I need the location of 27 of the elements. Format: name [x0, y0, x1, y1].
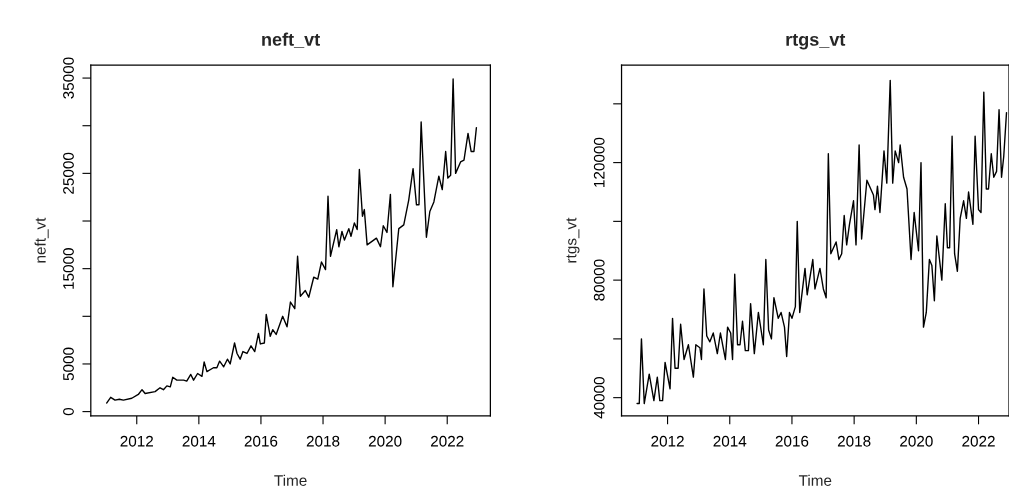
y-axis-title: rtgs_vt [566, 217, 580, 263]
x-tick-label: 2022 [431, 435, 464, 447]
x-tick-label: 2012 [651, 435, 684, 447]
x-axis-title: Time [798, 474, 832, 486]
x-tick-label: 2012 [120, 435, 153, 447]
y-axis-title: neft_vt [34, 217, 49, 263]
x-tick-label: 2020 [368, 435, 402, 447]
chart-title: rtgs_vt [786, 33, 846, 50]
x-tick-label: 2022 [962, 435, 995, 447]
chart-title: neft_vt [262, 32, 320, 48]
y-tick-label: 80000 [593, 259, 605, 301]
y-tick-label: 40000 [593, 377, 605, 419]
x-tick-label: 2014 [182, 435, 216, 447]
x-tick-label: 2016 [244, 435, 278, 447]
y-tick-label: 5000 [63, 347, 74, 381]
y-tick-label: 25000 [63, 152, 74, 194]
line-series [105, 78, 478, 404]
y-tick-label: 120000 [593, 137, 605, 187]
x-axis-title: Time [274, 474, 307, 486]
y-tick-label: 15000 [63, 248, 74, 289]
x-tick-label: 2014 [713, 435, 747, 447]
x-tick-label: 2018 [837, 435, 871, 447]
y-tick-label: 0 [63, 407, 74, 416]
x-tick-label: 2020 [900, 435, 933, 447]
x-tick-label: 2016 [775, 435, 809, 447]
y-tick-label: 35000 [63, 57, 74, 99]
x-tick-label: 2018 [306, 435, 340, 447]
